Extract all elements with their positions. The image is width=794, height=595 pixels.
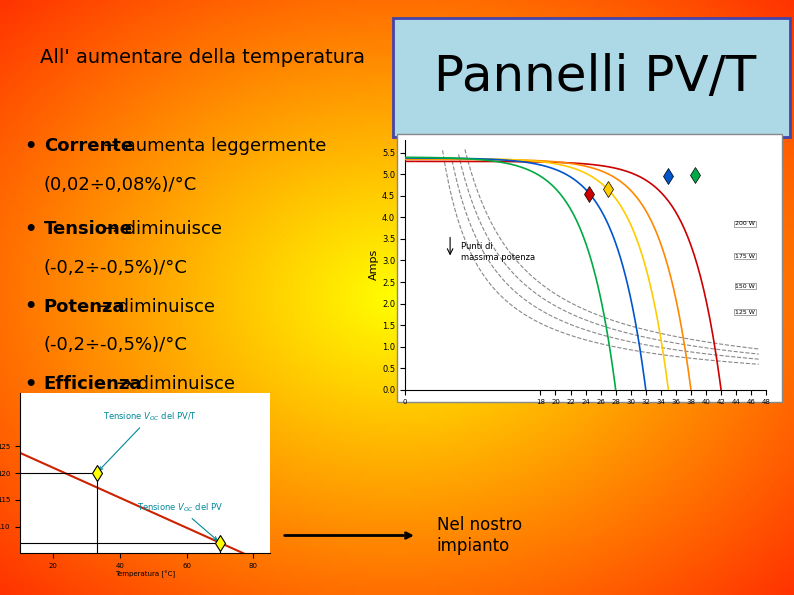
Text: Punti di
massima potenza: Punti di massima potenza xyxy=(461,242,535,262)
Text: (0,02÷0,08%)/°C: (0,02÷0,08%)/°C xyxy=(44,176,197,193)
Text: 125 W: 125 W xyxy=(735,309,755,315)
Text: 150 W: 150 W xyxy=(735,284,755,289)
Text: V = 126,58 − 0,28 * T: V = 126,58 − 0,28 * T xyxy=(43,527,243,544)
Text: 175 W: 175 W xyxy=(735,253,755,259)
Text: Nel nostro
impianto: Nel nostro impianto xyxy=(437,516,522,555)
Text: Tensione $V_{OC}$ del PV/T: Tensione $V_{OC}$ del PV/T xyxy=(99,411,197,470)
Text: •: • xyxy=(24,137,37,156)
Text: → diminuisce: → diminuisce xyxy=(91,298,215,315)
Text: •: • xyxy=(24,220,37,239)
FancyBboxPatch shape xyxy=(397,134,782,402)
Text: (-0,2÷-0,5%)/°C: (-0,2÷-0,5%)/°C xyxy=(44,259,187,277)
FancyBboxPatch shape xyxy=(393,18,790,137)
Text: → aumenta leggermente: → aumenta leggermente xyxy=(98,137,326,155)
Text: •: • xyxy=(24,375,37,394)
Text: •: • xyxy=(24,298,37,317)
Text: Tensione $V_{OC}$ del PV: Tensione $V_{OC}$ del PV xyxy=(137,502,222,540)
Text: (-0,2÷-0,5%)/°C: (-0,2÷-0,5%)/°C xyxy=(44,414,187,431)
Text: → diminuisce: → diminuisce xyxy=(98,220,222,238)
Text: 200 W: 200 W xyxy=(735,221,755,226)
Text: Corrente: Corrente xyxy=(44,137,133,155)
Y-axis label: Amps: Amps xyxy=(369,249,380,280)
Text: All' aumentare della temperatura: All' aumentare della temperatura xyxy=(40,48,364,67)
Text: Pannelli PV/T: Pannelli PV/T xyxy=(434,54,757,101)
Text: Efficienza: Efficienza xyxy=(44,375,142,393)
Text: (-0,2÷-0,5%)/°C: (-0,2÷-0,5%)/°C xyxy=(44,336,187,354)
Text: Potenza: Potenza xyxy=(44,298,125,315)
Text: → diminuisce: → diminuisce xyxy=(111,375,235,393)
Text: Tensione: Tensione xyxy=(44,220,133,238)
X-axis label: Temperatura [°C]: Temperatura [°C] xyxy=(115,571,175,578)
